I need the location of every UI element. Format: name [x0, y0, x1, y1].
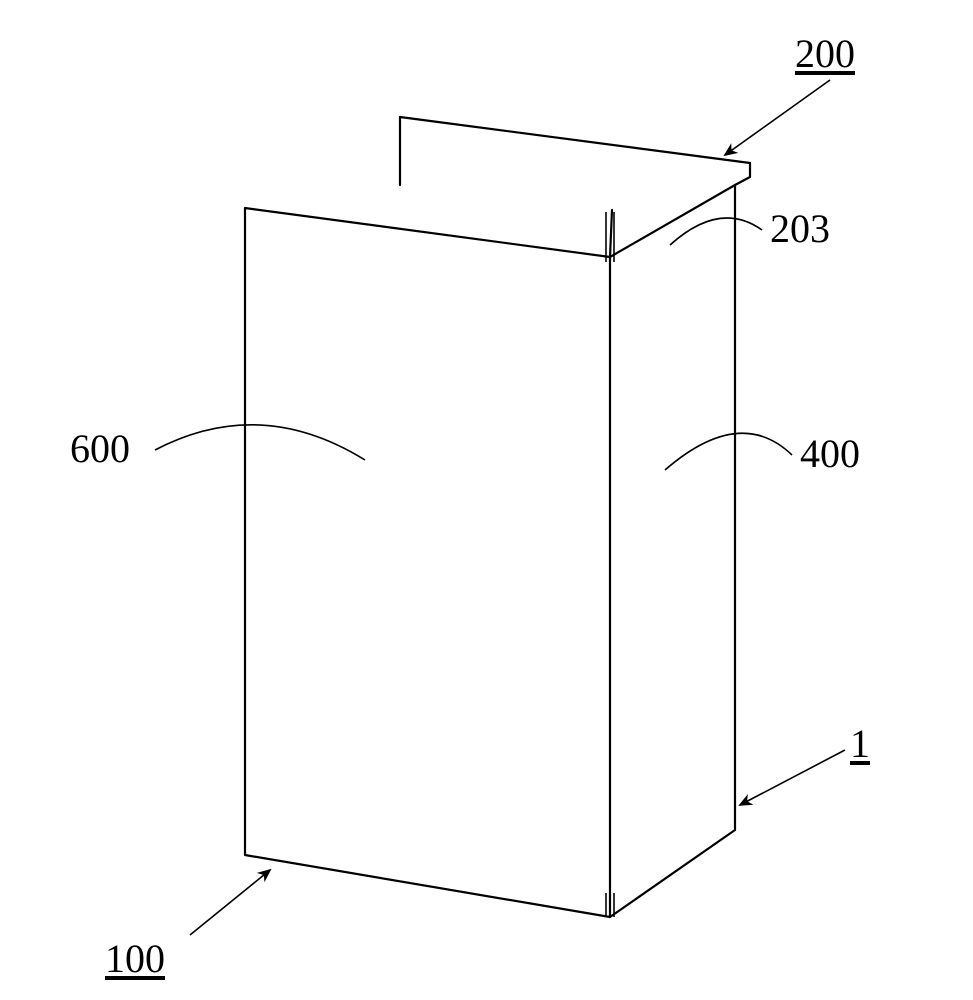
- leader-203: [670, 218, 762, 245]
- leader-400: [665, 433, 792, 470]
- label-100: 100: [105, 935, 165, 982]
- figure-container: 200 203 400 1 100 600: [0, 0, 973, 1000]
- label-600: 600: [70, 425, 130, 472]
- diagram-svg: [0, 0, 973, 1000]
- leader-600: [155, 425, 365, 460]
- label-400: 400: [800, 430, 860, 477]
- label-1: 1: [850, 720, 870, 767]
- box-outline: [245, 117, 750, 917]
- leader-100: [190, 870, 270, 935]
- leaders: [155, 80, 845, 935]
- label-200: 200: [795, 30, 855, 77]
- label-203: 203: [770, 205, 830, 252]
- corner-ticks: [245, 185, 735, 917]
- leader-1: [740, 750, 845, 805]
- leader-200: [725, 80, 830, 155]
